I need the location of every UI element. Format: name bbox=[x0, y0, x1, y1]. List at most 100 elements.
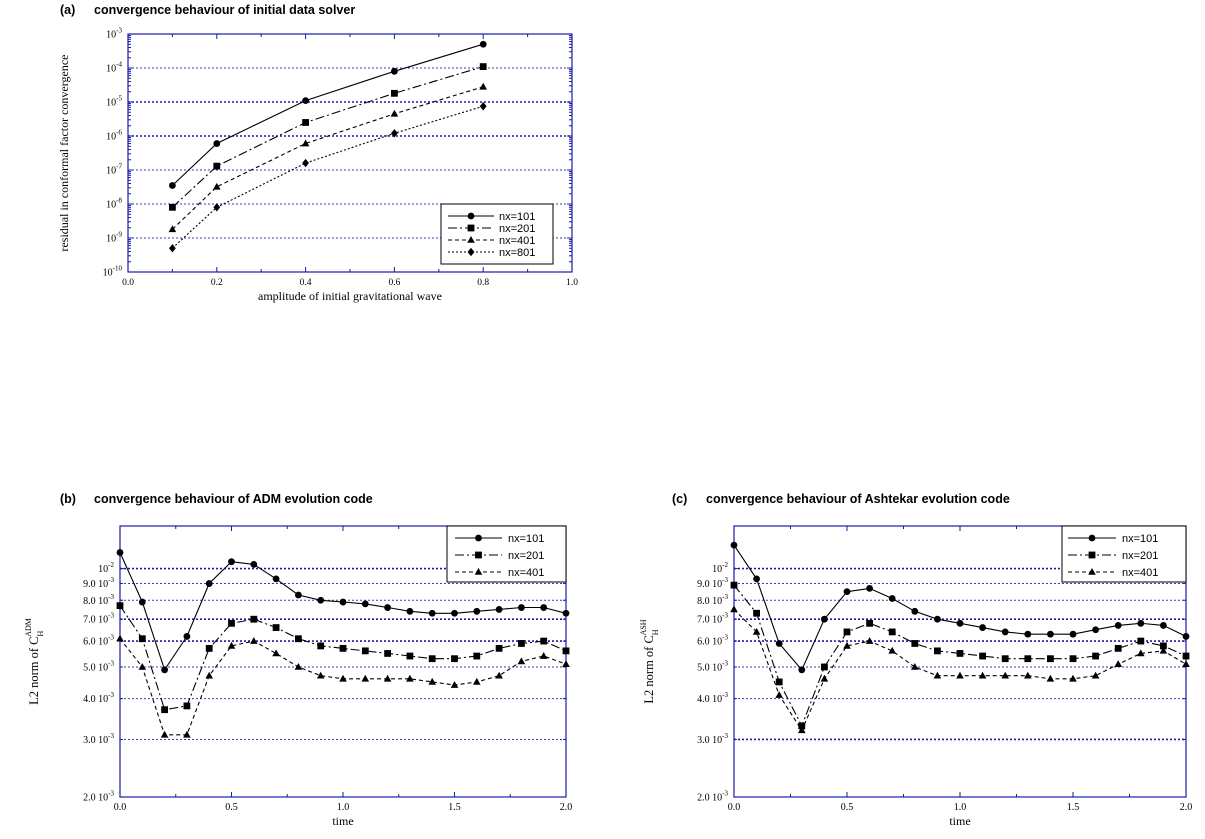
legend-marker bbox=[475, 551, 482, 559]
legend-label: nx=101 bbox=[499, 211, 535, 223]
y-tick-label: 10-2 bbox=[98, 561, 114, 575]
data-point bbox=[213, 203, 221, 212]
x-tick-label: 0.0 bbox=[728, 802, 741, 813]
data-point bbox=[391, 67, 398, 75]
data-point bbox=[753, 609, 760, 617]
data-point bbox=[428, 655, 436, 663]
data-point bbox=[479, 82, 487, 90]
data-point bbox=[205, 671, 213, 679]
y-tick-label: 7.0 10-3 bbox=[697, 612, 728, 626]
data-point bbox=[272, 624, 280, 631]
y-tick-label: 4.0 10-3 bbox=[83, 691, 114, 705]
data-point bbox=[888, 646, 896, 654]
y-tick-base: 8.0 10 bbox=[697, 596, 722, 607]
data-point bbox=[956, 671, 964, 679]
x-tick-label: 0.5 bbox=[841, 802, 854, 813]
y-axis-label-sub: H bbox=[651, 629, 660, 635]
data-point bbox=[798, 722, 806, 730]
y-tick-label: 10-10 bbox=[103, 265, 123, 279]
data-point bbox=[798, 666, 806, 674]
series-nx=201 bbox=[169, 63, 487, 211]
data-point bbox=[272, 649, 280, 657]
x-tick-label: 0.0 bbox=[122, 278, 134, 288]
legend-marker bbox=[467, 212, 475, 220]
data-point bbox=[384, 604, 391, 611]
data-point bbox=[183, 702, 191, 710]
data-point bbox=[843, 641, 851, 649]
data-point bbox=[1137, 637, 1145, 645]
data-point bbox=[1047, 630, 1054, 638]
y-axis-label-main: L2 norm of C bbox=[27, 637, 41, 705]
legend-label: nx=201 bbox=[499, 223, 535, 235]
y-tick-label: 8.0 10-3 bbox=[697, 593, 728, 607]
y-tick-base: 2.0 10 bbox=[83, 793, 108, 804]
y-tick-label: 5.0 10-3 bbox=[83, 659, 114, 673]
data-point bbox=[865, 637, 874, 644]
y-tick-base: 4.0 10 bbox=[83, 694, 108, 705]
data-point bbox=[934, 615, 941, 623]
chart-c: 0.0 0.5 1.0 1.5 2.010-29.0 10-38.0 10-37.0 1… bbox=[639, 525, 1192, 828]
y-tick-base: 10 bbox=[106, 98, 116, 109]
y-tick-exponent: -5 bbox=[116, 95, 122, 103]
data-point bbox=[227, 641, 236, 649]
data-point bbox=[821, 615, 828, 623]
legend-label: nx=201 bbox=[1122, 550, 1158, 562]
data-point bbox=[116, 549, 124, 556]
y-tick-base: 7.0 10 bbox=[83, 615, 108, 626]
data-point bbox=[213, 140, 221, 147]
data-point bbox=[383, 674, 392, 682]
y-tick-base: 10 bbox=[103, 268, 113, 279]
data-point bbox=[752, 627, 761, 635]
y-tick-exponent: -3 bbox=[108, 593, 114, 601]
y-tick-base: 6.0 10 bbox=[697, 637, 722, 648]
data-point bbox=[888, 595, 896, 602]
x-tick-label: 1.5 bbox=[448, 802, 461, 813]
data-point bbox=[183, 730, 191, 738]
y-tick-base: 7.0 10 bbox=[697, 615, 722, 626]
y-tick-exponent: -3 bbox=[722, 576, 728, 584]
data-point bbox=[406, 674, 414, 682]
data-point bbox=[138, 662, 147, 670]
y-tick-base: 10 bbox=[106, 132, 116, 143]
data-point bbox=[205, 644, 213, 652]
y-axis-label: residual in conformal factor convergence bbox=[57, 54, 71, 251]
data-point bbox=[390, 109, 399, 117]
chart-b: 0.0 0.5 1.0 1.5 2.010-29.0 10-38.0 10-37.0 1… bbox=[24, 525, 572, 828]
data-point bbox=[1092, 626, 1099, 634]
y-tick-label: 10-2 bbox=[712, 561, 728, 575]
x-tick-label: 0.5 bbox=[225, 802, 238, 813]
series-nx=201 bbox=[730, 581, 1190, 730]
panel-b-title: (b) convergence behaviour of ADM evolutio… bbox=[60, 492, 373, 506]
legend-marker bbox=[1088, 534, 1096, 542]
data-point bbox=[798, 726, 806, 734]
data-point bbox=[820, 674, 829, 682]
y-tick-exponent: -9 bbox=[116, 231, 122, 239]
data-point bbox=[495, 671, 503, 679]
data-point bbox=[213, 162, 221, 170]
y-axis-label-main: L2 norm of C bbox=[642, 635, 656, 703]
y-tick-exponent: -3 bbox=[116, 27, 122, 35]
y-tick-label: 4.0 10-3 bbox=[697, 691, 728, 705]
y-tick-base: 3.0 10 bbox=[83, 735, 108, 746]
data-point bbox=[479, 40, 487, 48]
data-point bbox=[250, 560, 258, 568]
data-point bbox=[250, 637, 258, 644]
y-tick-label: 10-4 bbox=[106, 61, 122, 75]
data-point bbox=[138, 598, 146, 606]
y-tick-base: 9.0 10 bbox=[697, 579, 722, 590]
data-point bbox=[956, 619, 964, 627]
panel-b-tag: (b) bbox=[60, 492, 76, 506]
data-point bbox=[1182, 660, 1190, 667]
y-axis-label-sup: ASH bbox=[639, 619, 648, 635]
legend: nx=101 nx=201 nx=401 bbox=[446, 525, 567, 583]
legend-marker bbox=[467, 224, 475, 232]
y-tick-exponent: -8 bbox=[116, 197, 122, 205]
y-tick-base: 10 bbox=[712, 564, 722, 575]
data-point bbox=[1069, 674, 1077, 682]
legend-box bbox=[440, 203, 554, 265]
data-point bbox=[1001, 628, 1009, 636]
y-tick-base: 5.0 10 bbox=[697, 662, 722, 673]
data-point bbox=[1024, 630, 1032, 638]
y-tick-exponent: -3 bbox=[108, 659, 114, 667]
data-point bbox=[272, 575, 280, 583]
